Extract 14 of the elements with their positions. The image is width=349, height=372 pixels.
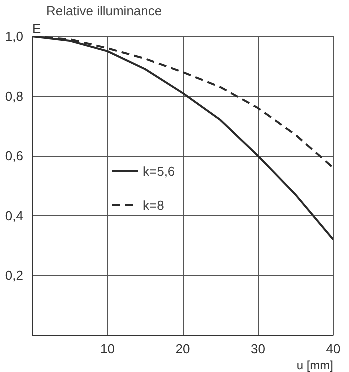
x-tick-label: 30 bbox=[251, 342, 266, 356]
y-tick-label: 0,4 bbox=[5, 208, 24, 224]
y-tick-label: 0,6 bbox=[5, 148, 24, 164]
x-tick-label: 20 bbox=[176, 342, 190, 356]
x-tick-label: 10 bbox=[100, 342, 115, 356]
y-tick-label: 0,8 bbox=[5, 88, 24, 104]
y-tick-label: 0,2 bbox=[5, 268, 24, 284]
x-axis-title: u [mm] bbox=[296, 358, 334, 372]
y-axis-title: E bbox=[32, 22, 42, 36]
chart-title: Relative illuminance bbox=[46, 4, 162, 18]
legend-label: k=5,6 bbox=[143, 164, 176, 178]
legend-label: k=8 bbox=[143, 198, 164, 212]
x-tick-label: 40 bbox=[326, 342, 341, 356]
y-tick-label: 1,0 bbox=[5, 29, 24, 44]
